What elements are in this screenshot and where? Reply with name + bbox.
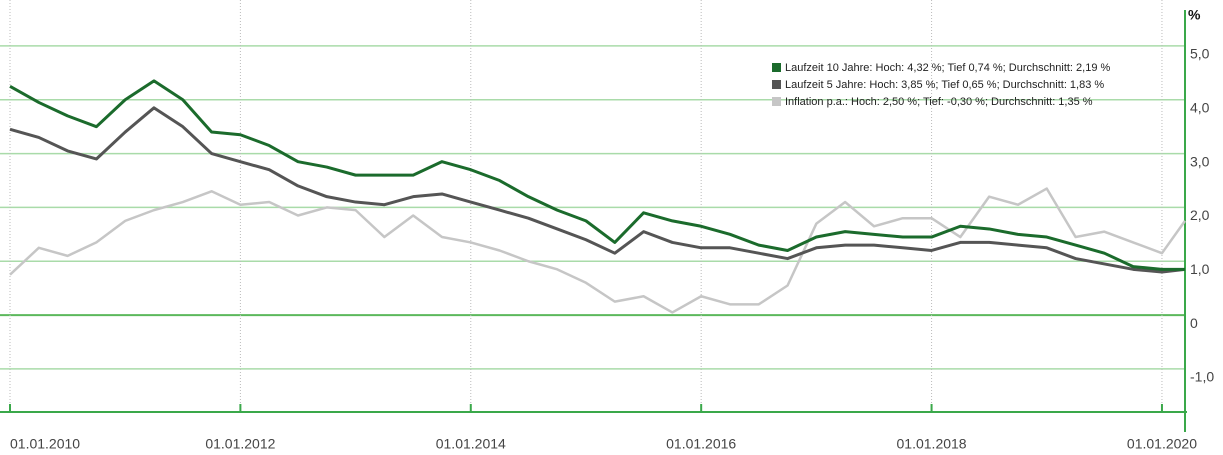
legend-swatch xyxy=(772,80,781,89)
legend-label: Inflation p.a.: Hoch: 2,50 %; Tief: -0,3… xyxy=(785,96,1093,108)
legend-swatch xyxy=(772,97,781,106)
x-tick-label: 01.01.2014 xyxy=(436,436,506,452)
y-tick-label: 1,0 xyxy=(1190,261,1210,277)
x-tick-label: 01.01.2016 xyxy=(666,436,736,452)
y-tick-label: 0 xyxy=(1190,315,1198,331)
x-tick-label: 01.01.2010 xyxy=(10,436,80,452)
y-tick-label: 3,0 xyxy=(1190,153,1210,169)
legend-label: Laufzeit 5 Jahre: Hoch: 3,85 %; Tief 0,6… xyxy=(785,79,1104,91)
legend-label: Laufzeit 10 Jahre: Hoch: 4,32 %; Tief 0,… xyxy=(785,62,1111,74)
y-tick-label: 4,0 xyxy=(1190,99,1210,115)
y-tick-label: 5,0 xyxy=(1190,46,1210,62)
y-tick-label: -1,0 xyxy=(1190,369,1214,385)
legend-swatch xyxy=(772,63,781,72)
series-line xyxy=(9,106,1186,274)
y-axis-label: % xyxy=(1188,7,1201,23)
x-tick-label: 01.01.2020 xyxy=(1127,436,1197,452)
series-line xyxy=(9,187,1187,314)
x-tick-label: 01.01.2018 xyxy=(897,436,967,452)
series-line xyxy=(9,79,1185,271)
y-tick-label: 2,0 xyxy=(1190,207,1210,223)
x-tick-label: 01.01.2012 xyxy=(205,436,275,452)
